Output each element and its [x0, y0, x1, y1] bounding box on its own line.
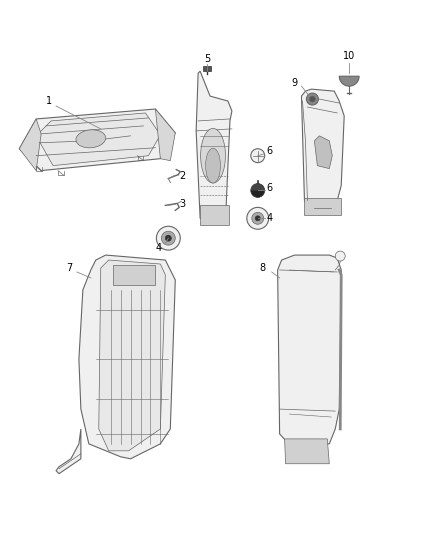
Text: 4: 4: [267, 213, 273, 223]
Circle shape: [251, 149, 265, 163]
Text: 3: 3: [179, 199, 185, 209]
Text: 9: 9: [291, 78, 297, 88]
Circle shape: [161, 231, 175, 245]
Polygon shape: [56, 429, 81, 474]
Polygon shape: [301, 89, 344, 212]
Circle shape: [255, 216, 260, 221]
Polygon shape: [278, 255, 341, 447]
Polygon shape: [304, 198, 341, 215]
Text: 5: 5: [204, 54, 210, 64]
Polygon shape: [200, 205, 229, 225]
Circle shape: [156, 226, 180, 250]
Text: 10: 10: [343, 51, 355, 61]
Polygon shape: [99, 260, 165, 451]
Circle shape: [309, 96, 315, 102]
Text: 1: 1: [46, 96, 52, 106]
Text: 7: 7: [66, 263, 72, 273]
Circle shape: [335, 251, 345, 261]
Ellipse shape: [205, 148, 220, 183]
Polygon shape: [314, 136, 332, 168]
Circle shape: [307, 93, 318, 105]
Wedge shape: [251, 183, 265, 190]
Polygon shape: [196, 71, 232, 222]
Text: 8: 8: [260, 263, 266, 273]
Text: 6: 6: [267, 183, 273, 193]
Polygon shape: [155, 109, 175, 160]
Text: 4: 4: [155, 243, 162, 253]
Circle shape: [165, 235, 171, 241]
Polygon shape: [36, 113, 160, 166]
Text: 2: 2: [179, 171, 185, 181]
Wedge shape: [339, 76, 359, 86]
Circle shape: [247, 207, 268, 229]
Text: 6: 6: [267, 146, 273, 156]
Polygon shape: [19, 109, 175, 171]
Wedge shape: [251, 190, 265, 197]
Ellipse shape: [201, 128, 226, 183]
Bar: [203, 66, 211, 71]
Ellipse shape: [76, 130, 106, 148]
Circle shape: [252, 212, 264, 224]
Polygon shape: [285, 439, 329, 464]
Polygon shape: [19, 119, 41, 171]
Polygon shape: [79, 255, 175, 459]
Polygon shape: [113, 265, 155, 285]
